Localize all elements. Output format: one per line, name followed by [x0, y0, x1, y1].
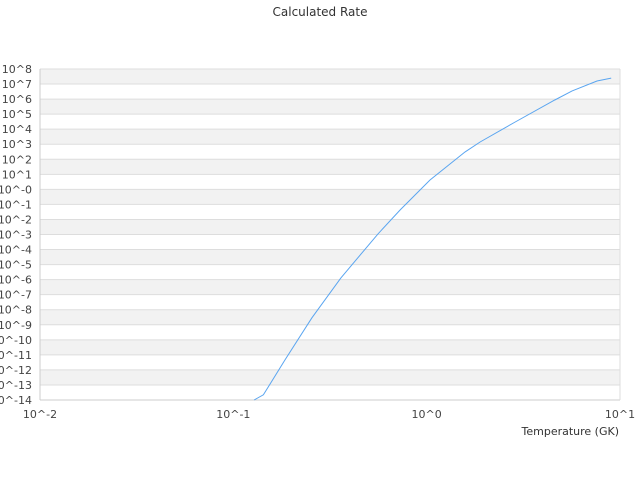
x-tick-label: 10^1: [605, 408, 635, 421]
y-tick-label: 10^-13: [0, 379, 32, 392]
y-tick-label: 10^-11: [0, 349, 32, 362]
y-tick-label: 10^2: [2, 153, 32, 166]
x-tick-labels: 10^-2 10^-1 10^0 10^1: [23, 408, 635, 421]
grid-band: [40, 129, 620, 145]
grid-band: [40, 159, 620, 175]
y-tick-label: 10^8: [2, 63, 32, 76]
x-tick-label: 10^-2: [23, 408, 57, 421]
y-tick-label: 10^5: [2, 108, 32, 121]
x-tick-label: 10^-1: [216, 408, 250, 421]
y-tick-label: 10^-10: [0, 334, 32, 347]
y-tick-label: 10^-5: [0, 259, 32, 272]
y-tick-label: 10^4: [2, 123, 32, 136]
y-tick-label: 10^7: [2, 78, 32, 91]
y-tick-label: 10^-0: [0, 183, 32, 196]
grid-bands: [40, 69, 620, 385]
grid-band: [40, 219, 620, 235]
grid-band: [40, 69, 620, 85]
y-tick-label: 10^-1: [0, 198, 32, 211]
y-tick-label: 10^-4: [0, 244, 32, 257]
chart-title: Calculated Rate: [273, 5, 368, 19]
grid-band: [40, 279, 620, 295]
y-tick-label: 10^-2: [0, 213, 32, 226]
y-tick-label: 10^-7: [0, 289, 32, 302]
y-tick-label: 10^-12: [0, 364, 32, 377]
y-tick-label: 10^-6: [0, 274, 32, 287]
x-tick-label: 10^0: [412, 408, 442, 421]
grid-band: [40, 369, 620, 385]
y-tick-labels: 10^8 10^7 10^6 10^5 10^4 10^3 10^2 10^1 10^-0 10^…: [0, 63, 32, 407]
y-gridlines: [40, 68, 620, 401]
grid-band: [40, 249, 620, 265]
y-tick-label: 10^-3: [0, 229, 32, 242]
y-tick-label: 10^1: [2, 168, 32, 181]
series-line-0: [253, 77, 612, 401]
grid-band: [40, 339, 620, 355]
grid-band: [40, 99, 620, 115]
grid-band: [40, 309, 620, 325]
y-tick-label: 10^-14: [0, 394, 32, 407]
y-tick-label: 10^-9: [0, 319, 32, 332]
y-tick-label: 10^6: [2, 93, 32, 106]
x-axis-label: Temperature (GK): [521, 425, 620, 438]
y-tick-label: 10^3: [2, 138, 32, 151]
series-group: [253, 77, 612, 401]
y-tick-label: 10^-8: [0, 304, 32, 317]
grid-band: [40, 189, 620, 205]
